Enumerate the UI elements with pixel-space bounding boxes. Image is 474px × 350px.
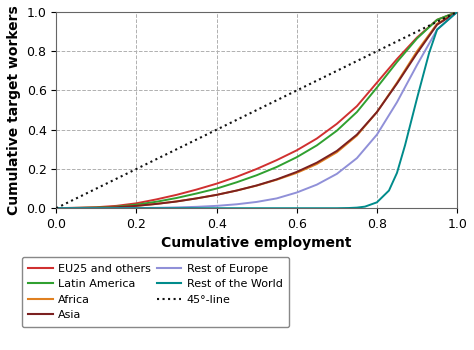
X-axis label: Cumulative employment: Cumulative employment xyxy=(162,237,352,251)
Y-axis label: Cumulative target workers: Cumulative target workers xyxy=(7,5,21,215)
Legend: EU25 and others, Latin America, Africa, Asia, Rest of Europe, Rest of the World,: EU25 and others, Latin America, Africa, … xyxy=(22,257,289,327)
